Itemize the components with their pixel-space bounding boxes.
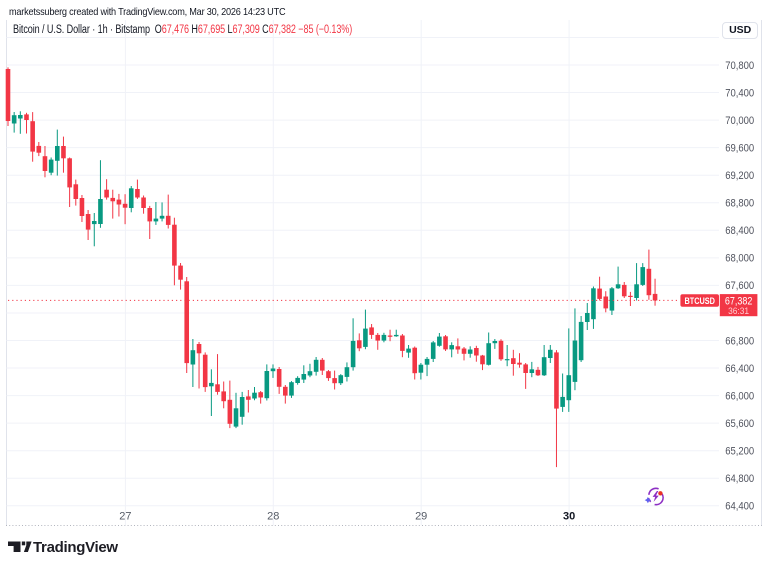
svg-text:67,600: 67,600 xyxy=(725,280,754,292)
svg-text:30: 30 xyxy=(563,511,575,523)
svg-text:65,600: 65,600 xyxy=(725,418,754,430)
svg-text:68,400: 68,400 xyxy=(725,225,754,237)
svg-text:27: 27 xyxy=(119,511,131,523)
svg-text:28: 28 xyxy=(267,511,279,523)
svg-text:64,800: 64,800 xyxy=(725,473,754,485)
svg-text:70,400: 70,400 xyxy=(725,87,754,99)
svg-text:70,800: 70,800 xyxy=(725,60,754,72)
svg-text:BTCUSD: BTCUSD xyxy=(684,296,715,306)
svg-text:36:31: 36:31 xyxy=(728,306,749,316)
svg-text:70,000: 70,000 xyxy=(725,115,754,127)
svg-text:69,600: 69,600 xyxy=(725,143,754,155)
svg-text:64,400: 64,400 xyxy=(725,501,754,513)
svg-text:66,400: 66,400 xyxy=(725,363,754,375)
svg-text:69,200: 69,200 xyxy=(725,170,754,182)
svg-text:68,000: 68,000 xyxy=(725,253,754,265)
svg-text:66,800: 66,800 xyxy=(725,335,754,347)
svg-text:66,000: 66,000 xyxy=(725,390,754,402)
svg-text:67,382: 67,382 xyxy=(725,295,753,307)
svg-text:65,200: 65,200 xyxy=(725,446,754,458)
svg-text:68,800: 68,800 xyxy=(725,198,754,210)
svg-text:29: 29 xyxy=(415,511,427,523)
